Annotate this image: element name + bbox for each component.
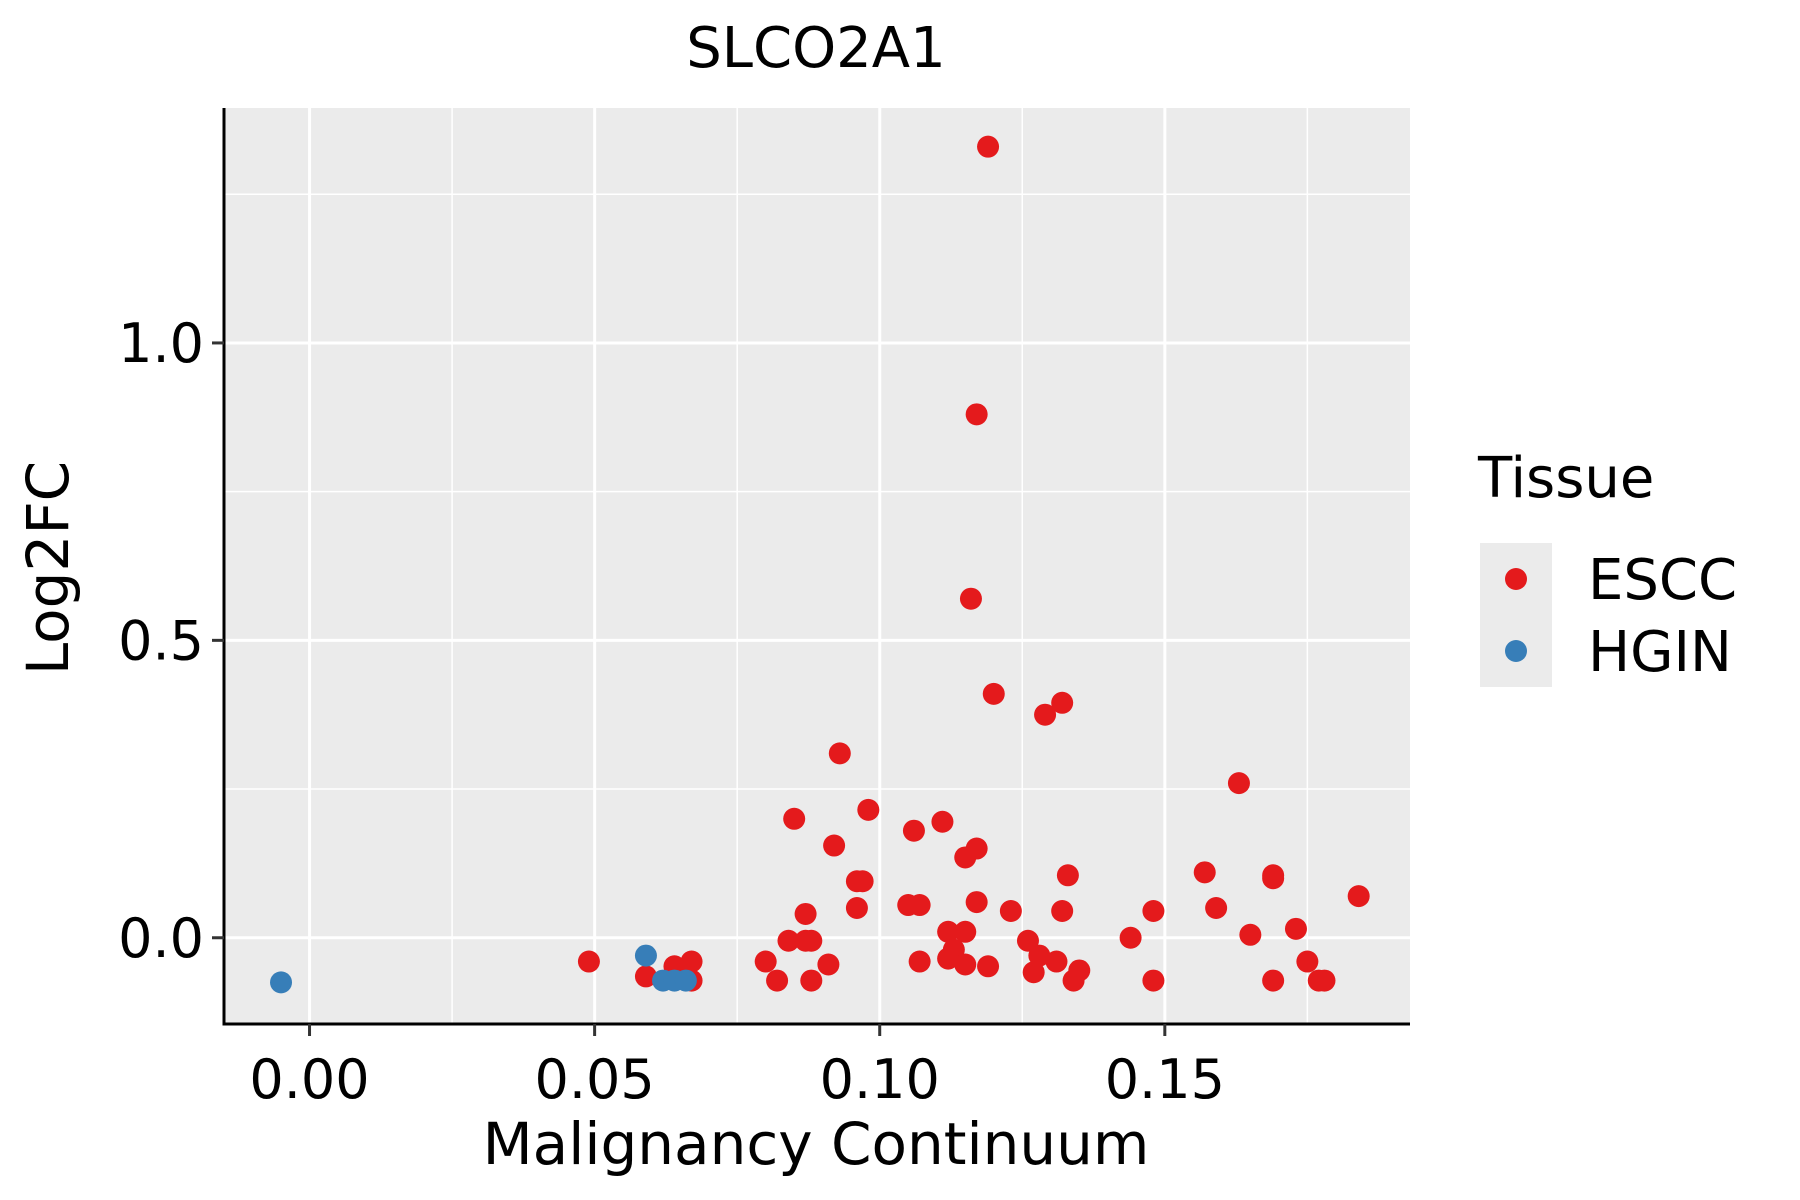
data-point-escc [954, 953, 977, 976]
data-point-escc [828, 742, 851, 765]
data-point-escc [1022, 961, 1045, 984]
data-point-escc [1347, 885, 1370, 908]
plot-panel [224, 108, 1410, 1024]
data-point-escc [794, 902, 817, 925]
data-point-escc [1193, 861, 1216, 884]
data-point-escc [954, 846, 977, 869]
data-point-escc [902, 819, 925, 842]
data-point-escc [965, 403, 988, 426]
data-point-escc [680, 950, 703, 973]
data-point-escc [1313, 969, 1336, 992]
x-tick-label: 0.05 [535, 1048, 655, 1111]
legend-key-background [1480, 543, 1552, 687]
data-point-escc [800, 929, 823, 952]
data-point-escc [1205, 897, 1228, 920]
data-point-escc [1051, 691, 1074, 714]
y-tick-label: 1.0 [118, 312, 204, 375]
legend-title: Tissue [1477, 446, 1654, 511]
data-point-escc [1034, 703, 1057, 726]
legend: Tissue ESCC HGIN [1477, 446, 1737, 687]
data-point-escc [1062, 969, 1085, 992]
y-tick-label: 0.5 [118, 609, 204, 672]
y-axis-title: Log2FC [14, 461, 82, 675]
data-point-escc [977, 955, 1000, 978]
data-point-escc [931, 810, 954, 833]
major-gridlines [224, 108, 1410, 1024]
x-axis-title: Malignancy Continuum [483, 1110, 1150, 1178]
data-point-escc [908, 894, 931, 917]
data-point-hgin [270, 971, 293, 994]
x-tick-label: 0.00 [249, 1048, 369, 1111]
data-point-escc [800, 969, 823, 992]
data-point-escc [1045, 950, 1068, 973]
axes [222, 108, 1410, 1026]
data-point-escc [845, 897, 868, 920]
data-point-escc [954, 920, 977, 943]
data-point-escc [634, 965, 657, 988]
data-point-escc [1028, 944, 1051, 967]
data-point-escc [577, 950, 600, 973]
data-point-escc [783, 807, 806, 830]
data-point-escc [937, 947, 960, 970]
data-point-escc [817, 953, 840, 976]
tick-marks-and-labels: 0.00 0.05 0.10 0.15 0.0 0.5 1.0 [118, 312, 1225, 1111]
x-tick-label: 0.10 [820, 1048, 940, 1111]
data-point-hgin [634, 944, 657, 967]
legend-key-escc [1505, 568, 1527, 590]
data-point-escc [777, 929, 800, 952]
data-point-escc [999, 899, 1022, 922]
data-point-escc [1227, 772, 1250, 795]
data-point-escc [959, 587, 982, 610]
data-point-escc [823, 834, 846, 857]
legend-label-hgin: HGIN [1588, 620, 1732, 685]
data-point-escc [977, 135, 1000, 158]
data-point-escc [1051, 899, 1074, 922]
data-point-escc [754, 950, 777, 973]
data-point-escc [1284, 917, 1307, 940]
data-point-escc [1239, 923, 1262, 946]
x-tick-label: 0.15 [1105, 1048, 1225, 1111]
data-point-escc [766, 969, 789, 992]
data-point-escc [1016, 929, 1039, 952]
legend-label-escc: ESCC [1588, 548, 1737, 613]
data-point-escc [1142, 899, 1165, 922]
data-point-escc [1119, 926, 1142, 949]
data-point-escc [965, 891, 988, 914]
data-point-escc [1142, 969, 1165, 992]
data-point-escc [982, 682, 1005, 705]
data-point-escc [1262, 969, 1285, 992]
y-tick-label: 0.0 [118, 907, 204, 970]
legend-key-hgin [1505, 640, 1527, 662]
minor-gridlines [224, 108, 1410, 1024]
data-point-escc [1056, 864, 1079, 887]
data-point-escc [908, 950, 931, 973]
data-point-escc [1296, 950, 1319, 973]
data-points [270, 135, 1370, 994]
data-point-hgin [674, 969, 697, 992]
data-point-escc [857, 798, 880, 821]
chart-title: SLCO2A1 [686, 16, 946, 81]
data-point-escc [851, 870, 874, 893]
data-point-escc [1262, 867, 1285, 890]
data-point-escc [937, 920, 960, 943]
